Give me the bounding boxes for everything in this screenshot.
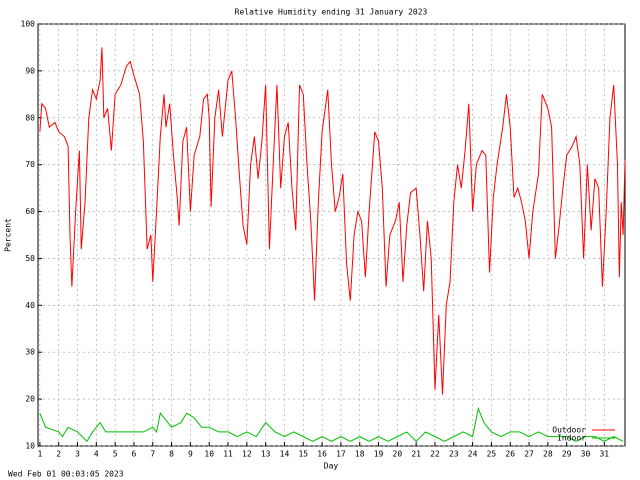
- x-tick-label: 17: [336, 450, 346, 459]
- x-tick-label: 12: [242, 450, 252, 459]
- x-tick-label: 27: [524, 450, 534, 459]
- x-tick-label: 13: [261, 450, 271, 459]
- x-tick-label: 30: [581, 450, 591, 459]
- x-tick-label: 1: [37, 450, 42, 459]
- x-tick-label: 6: [132, 450, 137, 459]
- x-tick-label: 16: [317, 450, 327, 459]
- y-tick-label: 10: [25, 442, 35, 451]
- x-tick-label: 29: [562, 450, 572, 459]
- legend-label: Indoor: [557, 434, 586, 443]
- y-tick-label: 50: [25, 254, 35, 263]
- y-axis-label: Percent: [4, 218, 13, 252]
- y-tick-label: 70: [25, 160, 35, 169]
- plot-frame: [37, 23, 626, 447]
- x-tick-label: 9: [188, 450, 193, 459]
- x-tick-label: 26: [505, 450, 515, 459]
- legend-label: Outdoor: [552, 426, 586, 435]
- x-tick-label: 11: [223, 450, 233, 459]
- x-tick-label: 4: [94, 450, 99, 459]
- y-tick-label: 100: [21, 20, 36, 29]
- x-tick-label: 14: [280, 450, 290, 459]
- footer: Wed Feb 01 00:03:05 2023: [8, 470, 124, 479]
- x-tick-label: 31: [599, 450, 609, 459]
- x-tick-label: 2: [56, 450, 61, 459]
- y-tick-label: 60: [25, 207, 35, 216]
- y-tick-label: 30: [25, 348, 35, 357]
- x-tick-label: 10: [204, 450, 214, 459]
- y-tick-label: 90: [25, 66, 35, 75]
- y-tick-label: 20: [25, 395, 35, 404]
- x-tick-label: 18: [355, 450, 365, 459]
- x-tick-label: 22: [430, 450, 440, 459]
- x-tick-label: 3: [75, 450, 80, 459]
- y-tick-label: 40: [25, 301, 35, 310]
- x-tick-label: 23: [449, 450, 459, 459]
- x-tick-label: 7: [150, 450, 155, 459]
- x-tick-label: 28: [543, 450, 553, 459]
- data-line: [39, 406, 624, 443]
- chart-title: Relative Humidity ending 31 January 2023: [235, 8, 428, 17]
- x-tick-label: 21: [411, 450, 421, 459]
- x-tick-label: 15: [298, 450, 308, 459]
- x-tick-label: 20: [393, 450, 403, 459]
- x-tick-label: 25: [487, 450, 497, 459]
- data-line: [39, 47, 626, 395]
- x-axis-label: Day: [324, 462, 339, 471]
- x-tick-label: 8: [169, 450, 174, 459]
- x-tick-label: 5: [113, 450, 118, 459]
- x-tick-label: 24: [468, 450, 478, 459]
- x-tick-label: 19: [374, 450, 384, 459]
- y-tick-label: 80: [25, 113, 35, 122]
